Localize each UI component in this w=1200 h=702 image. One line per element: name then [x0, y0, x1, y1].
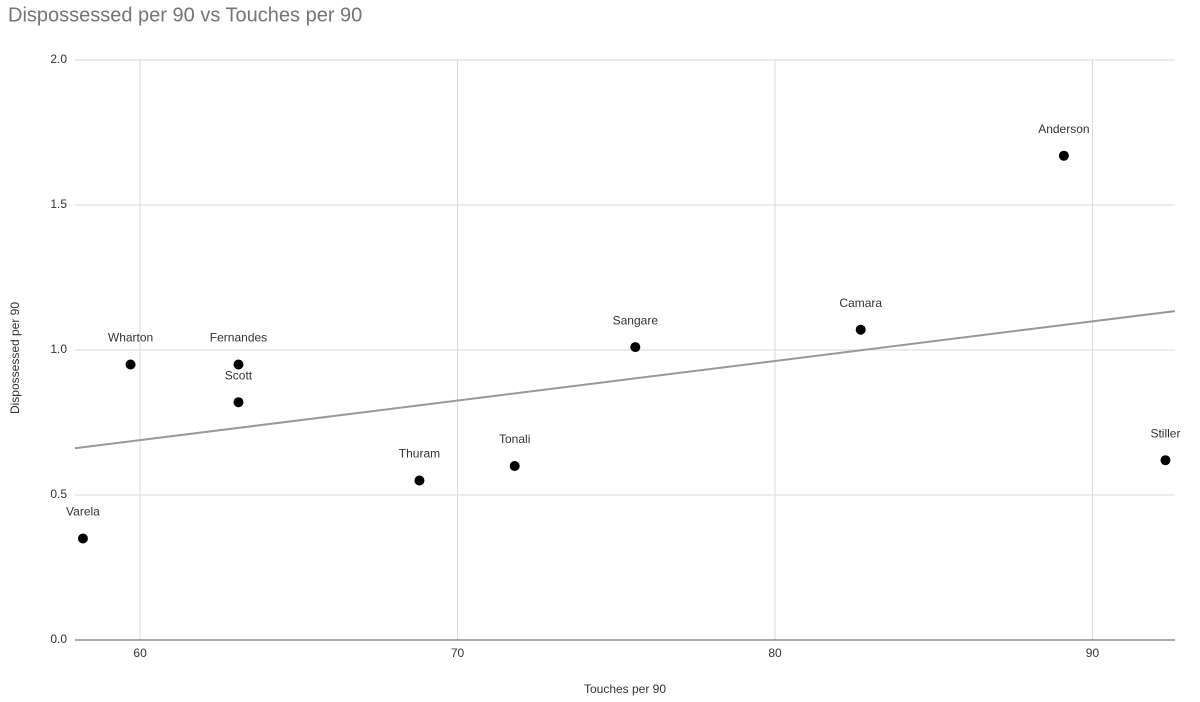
point	[630, 342, 641, 353]
y-tick-label: 1.5	[50, 197, 67, 211]
y-tick-label: 2.0	[50, 52, 67, 66]
y-axis-label: Dispossessed per 90	[8, 302, 22, 414]
point-label: Tonali	[499, 432, 530, 446]
point-label: Varela	[66, 505, 100, 519]
point	[414, 475, 425, 486]
y-tick-label: 0.0	[50, 632, 67, 646]
point-label: Anderson	[1038, 122, 1089, 136]
point-label: Camara	[839, 296, 882, 310]
point	[125, 359, 136, 370]
point-label: Stiller	[1150, 426, 1180, 440]
x-tick-label: 80	[768, 646, 782, 660]
chart-title: Dispossessed per 90 vs Touches per 90	[8, 4, 362, 26]
x-tick-label: 90	[1086, 646, 1100, 660]
point	[1058, 150, 1069, 161]
point-label: Wharton	[108, 331, 153, 345]
point-label: Fernandes	[210, 331, 267, 345]
point-label: Sangare	[613, 313, 659, 327]
point	[1160, 455, 1171, 466]
y-tick-label: 1.0	[50, 342, 67, 356]
point	[77, 533, 88, 544]
point-label: Thuram	[399, 447, 440, 461]
point	[855, 324, 866, 335]
trendline	[74, 310, 1176, 450]
x-tick-label: 60	[133, 646, 147, 660]
point-label: Scott	[225, 368, 253, 382]
y-tick-label: 0.5	[50, 487, 67, 501]
point	[233, 397, 244, 408]
x-tick-label: 70	[451, 646, 465, 660]
point	[233, 359, 244, 370]
point	[509, 461, 520, 471]
x-axis-label: Touches per 90	[584, 682, 666, 696]
